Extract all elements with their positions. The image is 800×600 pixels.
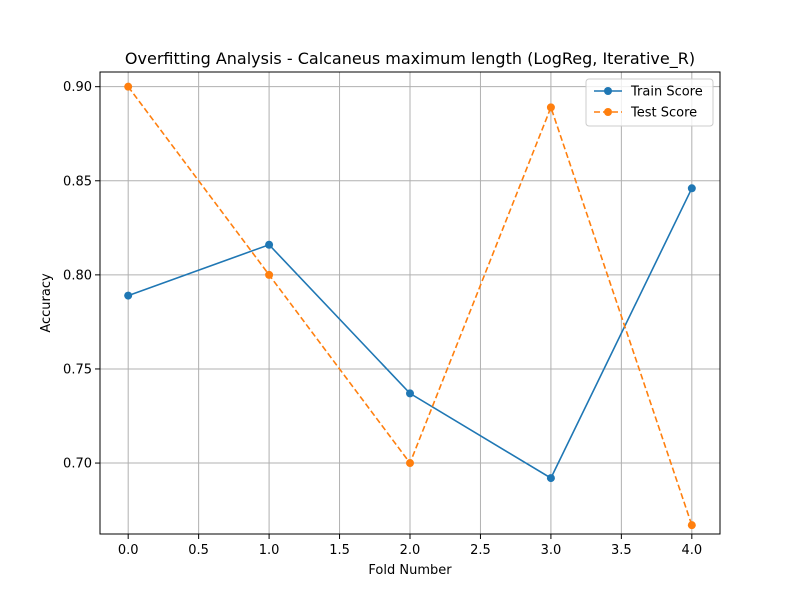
series-layer xyxy=(124,82,696,530)
chart-title: Overfitting Analysis - Calcaneus maximum… xyxy=(125,49,695,69)
data-point-test xyxy=(687,521,696,530)
data-point-train xyxy=(546,474,555,483)
x-tick-label: 2.0 xyxy=(400,543,421,558)
x-axis-label: Fold Number xyxy=(368,563,452,578)
x-tick-label: 0.0 xyxy=(118,543,139,558)
data-point-test xyxy=(265,270,274,279)
data-point-train xyxy=(687,184,696,193)
legend-marker xyxy=(604,108,612,116)
data-point-test xyxy=(124,82,133,91)
y-tick-label: 0.85 xyxy=(63,174,92,189)
legend-marker xyxy=(604,87,612,95)
x-tick-label: 4.0 xyxy=(681,543,702,558)
data-point-train xyxy=(265,240,274,249)
y-axis-label: Accuracy xyxy=(39,273,54,333)
data-point-train xyxy=(124,291,133,300)
x-tick-label: 3.5 xyxy=(611,543,632,558)
legend: Train Score Test Score xyxy=(585,78,714,127)
y-tick-label: 0.80 xyxy=(63,268,92,283)
data-point-test xyxy=(406,459,414,468)
y-tick-label: 0.75 xyxy=(63,362,92,377)
data-point-test xyxy=(546,103,555,112)
legend-label: Train Score xyxy=(630,85,703,100)
legend-label: Test Score xyxy=(630,106,697,121)
x-axis-ticks: 0.0 0.5 1.0 1.5 2.0 2.5 3.0 3.5 4.0 xyxy=(118,534,702,558)
data-point-train xyxy=(406,389,414,398)
y-tick-label: 0.90 xyxy=(63,80,92,95)
x-tick-label: 2.5 xyxy=(470,543,491,558)
x-tick-label: 1.0 xyxy=(259,543,280,558)
plot-frame xyxy=(99,71,721,535)
x-tick-label: 1.5 xyxy=(329,543,350,558)
x-tick-label: 3.0 xyxy=(541,543,562,558)
y-tick-label: 0.70 xyxy=(63,457,92,472)
x-tick-label: 0.5 xyxy=(188,543,209,558)
y-axis-ticks: 0.70 0.75 0.80 0.85 0.90 xyxy=(63,80,100,472)
